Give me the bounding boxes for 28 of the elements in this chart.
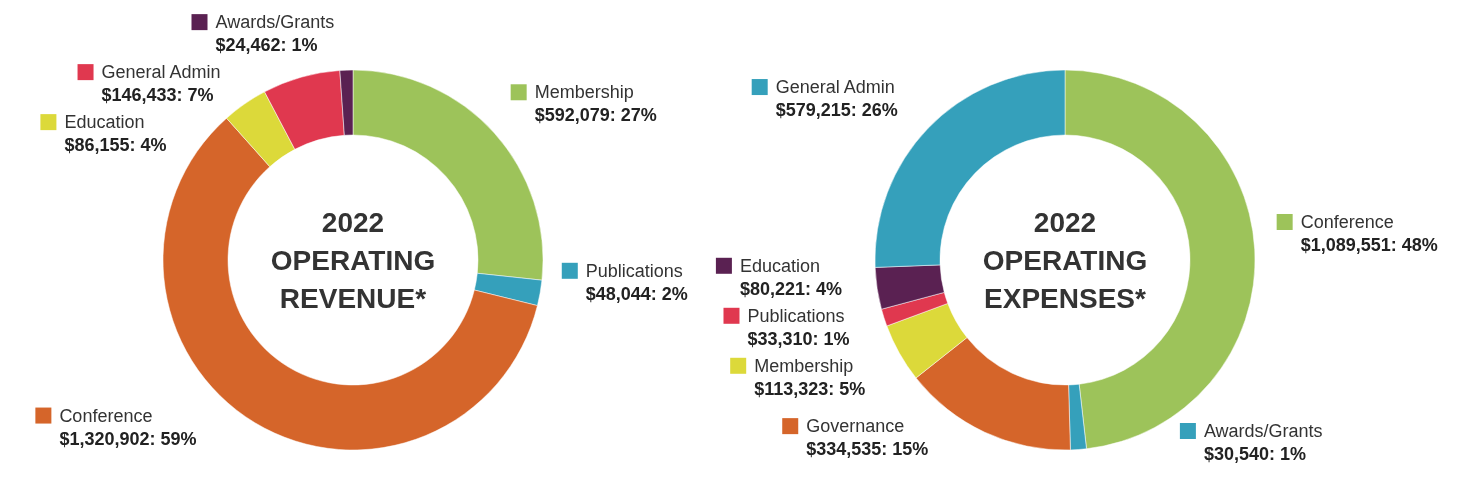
data-label: $592,079: 27%: [534, 105, 657, 126]
data-label: $48,044: 2%: [585, 283, 688, 304]
data-label: $113,323: 5%: [754, 378, 866, 399]
data-label: $334,535: 15%: [806, 439, 929, 460]
data-label: $1,089,551: 48%: [1300, 234, 1438, 255]
data-label: $579,215: 26%: [775, 100, 898, 121]
data-label: $24,462: 1%: [215, 35, 318, 56]
legend-label: Governance: [806, 416, 905, 437]
data-label: $1,320,902: 59%: [59, 428, 197, 449]
data-label: $86,155: 4%: [64, 135, 167, 156]
legend-label: Awards/Grants: [1203, 421, 1323, 441]
legend-label: Publications: [585, 260, 683, 281]
legend-label: Awards/Grants: [215, 12, 335, 33]
text: 2022 OPERATING EXPENSES*: [982, 207, 1148, 314]
data-label: $146,433: 7%: [101, 85, 214, 106]
legend-label: Education: [64, 112, 145, 133]
legend-label: Membership: [534, 82, 634, 103]
data-label: $80,221: 4%: [739, 278, 842, 299]
legend-label: Conference: [59, 405, 153, 426]
text: 2022 OPERATING REVENUE*: [270, 207, 436, 314]
legend-label: Conference: [1300, 211, 1394, 232]
legend-label: Membership: [754, 355, 854, 376]
legend-label: General Admin: [775, 77, 895, 98]
legend-label: Education: [739, 255, 820, 276]
data-label: $33,310: 1%: [747, 328, 850, 349]
legend-label: General Admin: [101, 62, 221, 83]
legend-label: Publications: [747, 305, 845, 326]
data-label: $30,540: 1%: [1203, 444, 1306, 464]
